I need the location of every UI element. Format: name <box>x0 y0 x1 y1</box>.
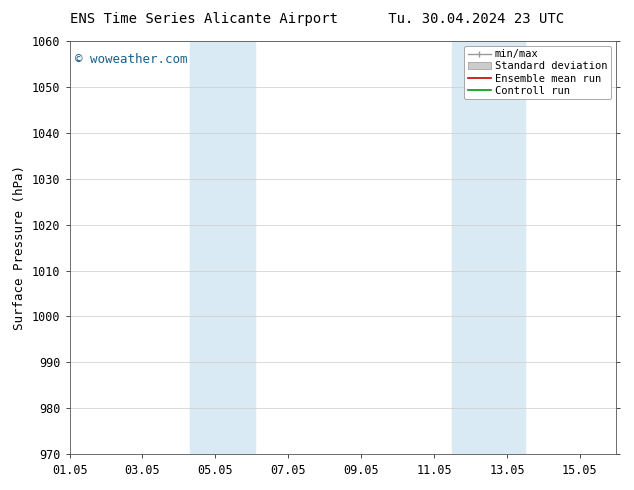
Bar <box>452 41 525 454</box>
Legend: min/max, Standard deviation, Ensemble mean run, Controll run: min/max, Standard deviation, Ensemble me… <box>464 46 611 99</box>
Bar <box>190 41 256 454</box>
Text: ENS Time Series Alicante Airport      Tu. 30.04.2024 23 UTC: ENS Time Series Alicante Airport Tu. 30.… <box>70 12 564 26</box>
Y-axis label: Surface Pressure (hPa): Surface Pressure (hPa) <box>13 165 27 330</box>
Text: © woweather.com: © woweather.com <box>75 53 188 66</box>
